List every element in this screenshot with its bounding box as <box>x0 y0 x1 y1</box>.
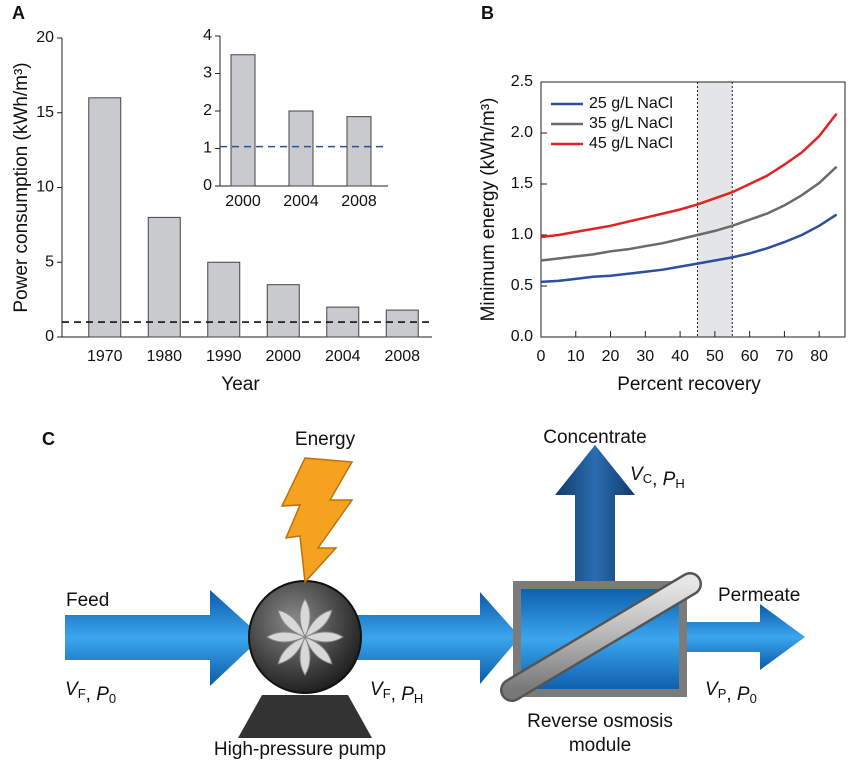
y-tick-label: 0.0 <box>511 328 533 345</box>
y-tick-label: 1 <box>203 140 212 157</box>
separator: , <box>86 684 97 705</box>
panel-label: C <box>42 429 55 449</box>
x-tick-label: 1990 <box>206 348 242 365</box>
x-tick-label: 2000 <box>225 193 261 210</box>
pump-label: High-pressure pump <box>214 739 386 760</box>
y-tick-label: 2 <box>203 102 212 119</box>
pressurized-arrow <box>345 592 520 684</box>
bar <box>147 216 181 338</box>
separator: , <box>391 684 402 705</box>
subscript: P <box>718 686 727 701</box>
x-tick-label: 2000 <box>265 348 301 365</box>
concentrate-arrow <box>555 445 635 590</box>
y-tick-label: 3 <box>203 65 212 82</box>
legend-label: 45 g/L NaCl <box>589 135 673 152</box>
x-tick-label: 80 <box>810 348 828 365</box>
subscript: H <box>675 476 684 491</box>
series-line <box>540 165 838 262</box>
x-axis-label: Percent recovery <box>617 374 761 395</box>
variables: VP, P0 <box>705 679 757 706</box>
bar <box>88 97 122 338</box>
y-tick-label: 0.5 <box>511 277 533 294</box>
plot-frame <box>540 81 846 338</box>
energy-bolt <box>280 457 354 584</box>
permeate-label: Permeate <box>718 585 800 606</box>
feed-arrow <box>65 590 262 686</box>
bar <box>346 116 372 187</box>
x-tick-label: 30 <box>636 348 654 365</box>
feed-label: Feed <box>66 590 109 611</box>
series-line <box>540 213 838 284</box>
x-tick-label: 70 <box>776 348 794 365</box>
x-tick-label: 2004 <box>325 348 361 365</box>
module-label: Reverse osmosis <box>527 711 673 732</box>
bar <box>385 309 419 338</box>
separator: , <box>726 684 737 705</box>
y-tick-label: 15 <box>36 104 54 121</box>
symbol: P <box>401 684 414 705</box>
highlight-span <box>697 82 733 337</box>
bar <box>266 284 300 338</box>
panel-label: B <box>481 3 494 23</box>
x-tick-label: 60 <box>741 348 759 365</box>
subscript: 0 <box>109 691 116 706</box>
symbol: P <box>663 469 676 490</box>
variables: VF, PH <box>370 679 423 706</box>
legend-label: 25 g/L NaCl <box>589 95 673 112</box>
diagram <box>65 445 805 738</box>
symbol: V <box>370 679 385 700</box>
symbol: V <box>65 679 80 700</box>
symbol: P <box>96 684 109 705</box>
y-tick-label: 2.5 <box>511 73 533 90</box>
variables: VC, PH <box>630 464 685 491</box>
x-tick-label: 1980 <box>146 348 182 365</box>
pump-fan <box>266 598 344 676</box>
y-tick-label: 1.0 <box>511 226 533 243</box>
series-line <box>540 112 838 239</box>
module-label: module <box>569 735 631 756</box>
bar <box>207 261 241 338</box>
subscript: H <box>414 691 423 706</box>
subscript: F <box>383 686 391 701</box>
subscript: F <box>78 686 86 701</box>
y-tick-label: 10 <box>36 179 54 196</box>
x-tick-label: 0 <box>537 348 546 365</box>
y-tick-label: 4 <box>203 27 212 44</box>
symbol: P <box>737 684 750 705</box>
x-tick-label: 10 <box>567 348 585 365</box>
symbol: V <box>705 679 720 700</box>
x-tick-label: 1970 <box>87 348 123 365</box>
membrane <box>502 574 700 700</box>
y-axis-label: Power consumption (kWh/m³) <box>11 62 32 312</box>
symbol: V <box>630 464 645 485</box>
subscript: 0 <box>750 691 757 706</box>
panel-label: A <box>12 3 25 23</box>
separator: , <box>652 469 663 490</box>
y-tick-label: 5 <box>45 253 54 270</box>
variables: VF, P0 <box>65 679 116 706</box>
x-tick-label: 2004 <box>283 193 319 210</box>
x-axis-label: Year <box>221 374 260 395</box>
permeate-arrow <box>687 604 805 670</box>
x-tick-label: 20 <box>602 348 620 365</box>
energy-label: Energy <box>295 429 356 450</box>
x-tick-label: 2008 <box>341 193 377 210</box>
bar <box>288 110 314 187</box>
y-axis-label: Minimum energy (kWh/m³) <box>478 98 499 322</box>
legend-label: 35 g/L NaCl <box>589 115 673 132</box>
y-tick-label: 0 <box>203 177 212 194</box>
x-tick-label: 2008 <box>384 348 420 365</box>
x-tick-label: 50 <box>706 348 724 365</box>
pump-base <box>238 695 372 738</box>
y-tick-label: 20 <box>36 29 54 46</box>
concentrate-label: Concentrate <box>543 427 647 448</box>
y-tick-label: 1.5 <box>511 175 533 192</box>
bar <box>230 54 256 187</box>
x-tick-label: 40 <box>671 348 689 365</box>
subscript: C <box>643 471 652 486</box>
y-tick-label: 0 <box>45 328 54 345</box>
y-tick-label: 2.0 <box>511 124 533 141</box>
